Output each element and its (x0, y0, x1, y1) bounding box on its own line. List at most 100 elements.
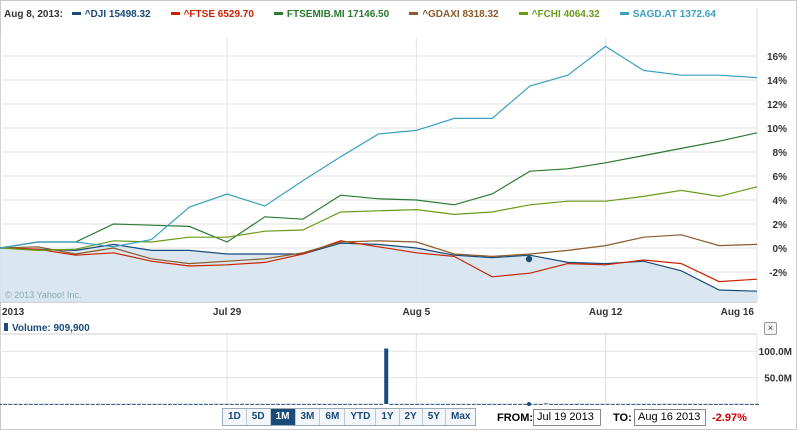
legend-label: ^FCHI 4064.32 (531, 9, 600, 20)
volume-bar (157, 403, 162, 405)
volume-bar (44, 403, 49, 405)
range-button[interactable]: 1Y (376, 409, 400, 425)
volume-bar (224, 403, 229, 405)
range-button[interactable]: 6M (320, 409, 346, 425)
volume-bar (214, 403, 219, 405)
volume-bar (229, 403, 234, 405)
volume-bar (554, 403, 559, 405)
volume-bar (28, 403, 33, 405)
volume-bar (75, 403, 80, 405)
volume-bar (265, 403, 270, 405)
volume-bar (137, 403, 142, 405)
legend-label: ^FTSE 6529.70 (183, 9, 254, 20)
volume-bar (621, 403, 626, 405)
volume-bar (585, 403, 590, 405)
range-button[interactable]: YTD (345, 409, 377, 425)
volume-bar (126, 403, 131, 405)
volume-bar (569, 403, 574, 405)
legend-item[interactable]: ^FCHI 4064.32 (518, 7, 600, 23)
legend-item[interactable]: SAGD.AT 1372.64 (619, 7, 716, 23)
x-tick-label: Jul 29 (213, 307, 242, 318)
volume-bar (260, 403, 265, 405)
range-button[interactable]: 5D (246, 409, 271, 425)
legend-item[interactable]: FTSEMIB.MI 17146.50 (273, 7, 389, 23)
volume-bar (595, 403, 600, 405)
legend: Aug 8, 2013: ^DJI 15498.32 ^FTSE 6529.70 F… (4, 7, 764, 23)
volume-bar (626, 403, 631, 405)
volume-bar (100, 403, 105, 405)
series-line[interactable] (0, 186, 758, 252)
volume-bar (209, 403, 214, 405)
volume-bar (18, 403, 23, 405)
volume-bar (451, 403, 456, 405)
range-button[interactable]: 5Y (422, 409, 447, 425)
volume-bar (95, 403, 100, 405)
volume-bar (178, 403, 183, 405)
volume-bar (538, 403, 543, 405)
legend-item[interactable]: ^FTSE 6529.70 (170, 7, 254, 23)
volume-bar (579, 403, 584, 405)
range-button[interactable]: 2Y (399, 409, 423, 425)
y-tick-label: 8% (773, 148, 788, 159)
range-button[interactable]: 1D (223, 409, 247, 425)
legend-swatch (170, 11, 180, 15)
volume-bar (657, 403, 662, 405)
volume-bar (533, 403, 538, 405)
volume-bar (677, 403, 682, 405)
volume-bar (250, 403, 255, 405)
volume-bar (188, 403, 193, 405)
volume-bar (121, 403, 126, 405)
range-selector: 1D 5D 1M 3M 6M YTD 1Y 2Y 5Y Max (222, 408, 477, 426)
volume-bar (70, 403, 75, 405)
volume-bar (688, 403, 693, 405)
y-tick-label: 6% (773, 172, 788, 183)
legend-swatch (409, 11, 419, 15)
series-line[interactable] (0, 132, 758, 249)
volume-bar (343, 403, 348, 405)
volume-bar (662, 403, 667, 405)
volume-bar (497, 403, 502, 405)
volume-bar (240, 403, 245, 405)
volume-bar (198, 403, 203, 405)
volume-bar (23, 403, 28, 405)
volume-bar (739, 403, 744, 405)
volume-bar (59, 403, 64, 405)
volume-bar (610, 403, 615, 405)
volume-bar (337, 403, 342, 405)
y-tick-label: 14% (767, 76, 787, 87)
volume-bar (373, 403, 378, 405)
volume-bar (549, 403, 554, 405)
from-label: FROM: (497, 412, 534, 424)
series-line[interactable] (0, 45, 758, 249)
range-button[interactable]: 3M (295, 409, 321, 425)
volume-bar (358, 403, 363, 405)
to-date-input[interactable]: Aug 16 2013 (634, 409, 706, 426)
volume-bar (296, 403, 301, 405)
volume-bar (502, 403, 507, 405)
volume-bar (270, 403, 275, 405)
volume-bar (3, 403, 8, 405)
volume-bar (183, 403, 188, 405)
volume-bar (404, 403, 409, 405)
range-button[interactable]: Max (446, 409, 476, 425)
legend-swatch (619, 11, 629, 15)
price-chart[interactable]: -2% 0% 2% 4% 6% 8% 10% 12% 14% 16% 2013 Jul 29 Aug … (0, 0, 797, 320)
volume-bar (131, 403, 136, 405)
volume-bar (173, 403, 178, 405)
legend-label: SAGD.AT 1372.64 (632, 9, 716, 20)
volume-bar (724, 403, 729, 405)
change-percent: -2.97% (712, 412, 747, 424)
volume-bar (353, 403, 358, 405)
volume-bar (8, 403, 13, 405)
series-line[interactable] (0, 234, 758, 265)
from-date-input[interactable]: Jul 19 2013 (533, 409, 601, 426)
legend-item[interactable]: ^DJI 15498.32 (71, 7, 151, 23)
volume-bar (332, 403, 337, 405)
series-line[interactable] (0, 240, 758, 283)
range-button[interactable]: 1M (270, 409, 296, 425)
volume-bar (615, 403, 620, 405)
close-volume-button[interactable]: × (764, 322, 777, 335)
volume-bar (543, 403, 548, 405)
volume-bar (574, 403, 579, 405)
legend-item[interactable]: ^GDAXI 8318.32 (409, 7, 499, 23)
